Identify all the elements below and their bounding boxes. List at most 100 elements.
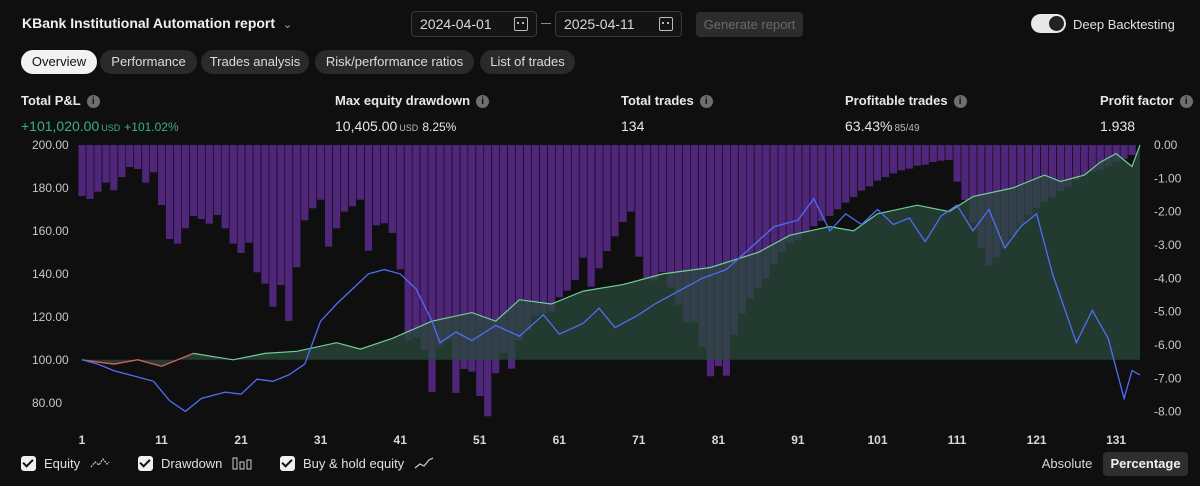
buy-hold-checkbox[interactable] [280, 456, 295, 471]
drawdown-bar [675, 145, 683, 305]
drawdown-bar [635, 145, 643, 257]
date-from-field[interactable]: 2024-04-01 [411, 11, 537, 37]
x-tick-label: 131 [1106, 433, 1126, 447]
tab-overview[interactable]: Overview [21, 50, 97, 74]
drawdown-bar [158, 145, 166, 205]
legend-drawdown[interactable]: Drawdown [138, 456, 252, 474]
stat-total-trades: Total trades i 134 [621, 92, 713, 134]
drawdown-bar [317, 145, 325, 200]
percentage-mode-button[interactable]: Percentage [1103, 452, 1188, 476]
info-icon[interactable]: i [953, 95, 967, 108]
drawdown-bar [826, 145, 834, 216]
stat-value: 1.938 [1100, 118, 1136, 134]
stat-unit: USD [101, 123, 121, 133]
y-right-tick-label: -4.00 [1154, 271, 1182, 285]
absolute-mode-button[interactable]: Absolute [1041, 456, 1093, 471]
drawdown-bar [452, 145, 460, 393]
y-left-tick-label: 100.00 [32, 353, 69, 367]
drawdown-bar [237, 145, 245, 253]
drawdown-bar [500, 145, 508, 353]
x-tick-label: 41 [394, 433, 408, 447]
date-to-field[interactable]: 2025-04-11 [555, 11, 682, 37]
drawdown-bar [269, 145, 277, 307]
drawdown-bar [611, 145, 619, 237]
stat-label: Total P&L [21, 93, 81, 108]
drawdown-bar [484, 145, 492, 417]
drawdown-checkbox[interactable] [138, 456, 153, 471]
drawdown-bar [850, 145, 858, 197]
drawdown-bar [126, 145, 134, 167]
drawdown-bar [86, 145, 94, 199]
drawdown-bar [866, 145, 874, 187]
drawdown-bar [762, 145, 770, 279]
stat-profitable-trades: Profitable trades i 63.43% 85/49 [845, 92, 967, 134]
drawdown-bar [261, 145, 269, 284]
calendar-icon[interactable] [659, 17, 673, 31]
info-icon[interactable]: i [699, 95, 713, 108]
y-left-tick-label: 180.00 [32, 181, 69, 195]
legend-equity-label: Equity [44, 456, 81, 471]
x-tick-label: 61 [553, 433, 567, 447]
drawdown-bar [643, 145, 651, 279]
tab-risk-performance-ratios[interactable]: Risk/performance ratios [315, 50, 474, 74]
drawdown-bar [659, 145, 667, 273]
drawdown-bar [921, 145, 929, 165]
y-right-tick-label: -3.00 [1154, 238, 1182, 252]
deep-backtesting-toggle[interactable] [1031, 14, 1066, 33]
drawdown-bar [1041, 145, 1049, 202]
x-tick-label: 31 [314, 433, 328, 447]
drawdown-bar [651, 145, 659, 281]
x-tick-label: 101 [867, 433, 887, 447]
drawdown-bar [683, 145, 691, 323]
tab-trades-analysis[interactable]: Trades analysis [201, 50, 309, 74]
drawdown-bar [142, 145, 150, 183]
y-left-tick-label: 200.00 [32, 138, 69, 152]
buy-hold-line [81, 197, 1141, 413]
info-icon[interactable]: i [86, 95, 100, 108]
drawdown-bar [340, 145, 349, 212]
drawdown-bar [428, 145, 436, 392]
drawdown-bar [913, 145, 921, 166]
drawdown-bar [380, 145, 388, 224]
equity-chart[interactable]: 200.00 180.00 160.00 140.00 120.00 100.00 80.0… [0, 136, 1200, 448]
x-tick-label: 111 [948, 433, 967, 447]
drawdown-bar [301, 145, 309, 221]
calendar-icon[interactable] [514, 17, 528, 31]
y-right-tick-label: -6.00 [1154, 338, 1182, 352]
drawdown-bar [945, 145, 953, 160]
drawdown-bar [333, 145, 341, 229]
drawdown-bar [221, 145, 229, 229]
drawdown-bar [786, 145, 794, 243]
drawdown-bar [738, 145, 746, 314]
equity-checkbox[interactable] [21, 456, 36, 471]
drawdown-bar [563, 145, 571, 291]
drawdown-bar [515, 145, 524, 340]
tab-list-of-trades[interactable]: List of trades [480, 50, 575, 74]
drawdown-bar [78, 145, 86, 196]
equity-line [81, 144, 1141, 367]
drawdown-bar [754, 145, 762, 289]
drawdown-bar [460, 145, 468, 369]
drawdown-bar [905, 145, 913, 169]
info-icon[interactable]: i [1179, 95, 1193, 108]
drawdown-bar [372, 145, 380, 226]
drawdown-bar [555, 145, 563, 298]
drawdown-bars-icon [232, 457, 252, 470]
drawdown-bar [205, 145, 213, 224]
drawdown-bar [468, 145, 476, 372]
report-selector[interactable]: KBank Institutional Automation report ⌄ [22, 15, 292, 31]
drawdown-bar [531, 145, 539, 316]
generate-report-button[interactable]: Generate report [696, 12, 803, 37]
legend-equity[interactable]: Equity [21, 456, 110, 474]
info-icon[interactable]: i [476, 95, 490, 108]
stat-value: 10,405.00 [335, 118, 398, 134]
drawdown-bar [181, 145, 189, 229]
tab-performance[interactable]: Performance [100, 50, 197, 74]
legend-buy-hold[interactable]: Buy & hold equity [280, 456, 434, 474]
stat-ratio: 85/49 [894, 123, 920, 134]
drawdown-bar [229, 145, 237, 244]
y-right-tick-label: -8.00 [1154, 405, 1182, 419]
legend-drawdown-label: Drawdown [161, 456, 223, 471]
date-from-value: 2024-04-01 [420, 16, 492, 32]
drawdown-bar [714, 145, 722, 366]
